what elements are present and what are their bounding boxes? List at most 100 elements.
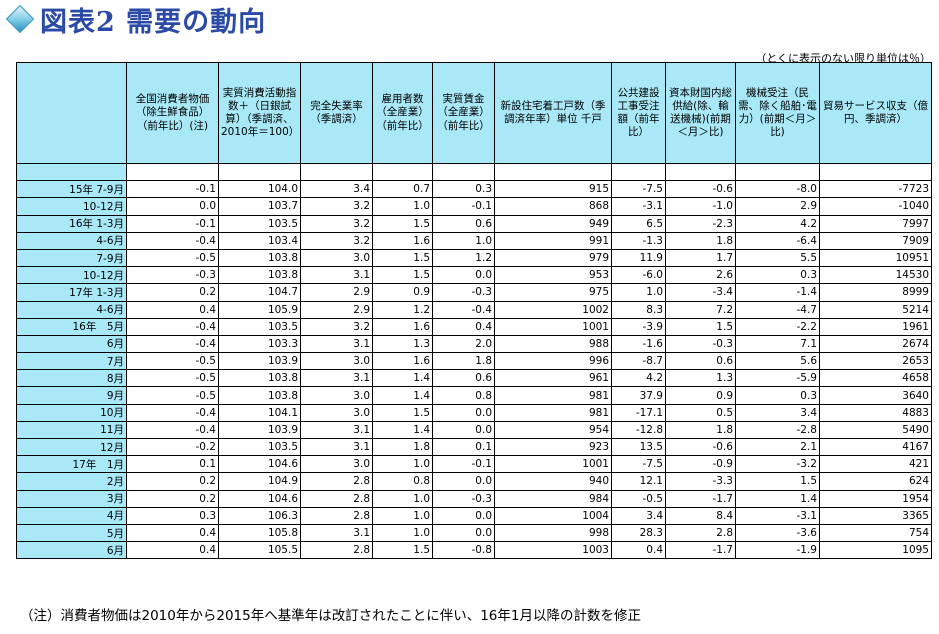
value-cell: 0.8 [432,386,495,405]
row-label: 9月 [16,386,127,405]
value-cell: 949 [494,214,612,233]
spacer-cell [494,162,612,182]
value-cell: 104.6 [218,489,301,508]
value-cell: 1.4 [372,420,433,440]
spacer-cell [611,162,666,182]
value-cell: 7997 [819,214,932,233]
value-cell: 2.8 [300,541,373,560]
value-cell: 0.2 [126,283,219,302]
value-cell: 953 [494,266,612,285]
value-cell: -1.0 [665,197,736,216]
column-header: 実質消費活動指数＋（日銀試算）（季調済、2010年＝100） [218,62,301,164]
diamond-bullet-icon [5,4,35,34]
value-cell: -7723 [819,180,932,199]
value-cell: -0.1 [432,197,495,216]
value-cell: -0.5 [126,386,219,405]
spacer-cell [16,162,127,182]
value-cell: -1.4 [735,283,820,302]
value-cell: 5.5 [735,248,820,268]
value-cell: 0.0 [432,266,495,285]
value-cell: 0.0 [432,472,495,491]
table-row: 9月 -0.5 103.8 3.0 1.4 0.8 981 37.9 0.9 0.3 3640 [16,386,932,405]
row-label: 8月 [16,369,127,388]
value-cell: 0.0 [432,506,495,525]
table-row: 10-12月 0.0 103.7 3.2 1.0 -0.1 868 -3.1 -1.0 2.9 -1… [16,197,932,216]
value-cell: 868 [494,197,612,216]
value-cell: -0.5 [126,369,219,388]
value-cell: 1.8 [665,231,736,250]
value-cell: 1.4 [372,369,433,388]
table-row: 8月 -0.5 103.8 3.1 1.4 0.6 961 4.2 1.3 -5.9 4658 [16,369,932,388]
column-header: 実質賃金（全産業）（前年比） [432,62,495,164]
spacer-cell [372,162,433,182]
value-cell: -4.7 [735,300,820,319]
value-cell: -0.1 [126,214,219,233]
value-cell: 103.3 [218,334,301,354]
value-cell: 8999 [819,283,932,302]
value-cell: 3.1 [300,369,373,388]
row-label: 5月 [16,523,127,543]
value-cell: 984 [494,489,612,508]
value-cell: -0.2 [126,437,219,457]
value-cell: 981 [494,386,612,405]
value-cell: 979 [494,248,612,268]
row-label: 16年 1-3月 [16,214,127,233]
value-cell: -0.3 [665,334,736,354]
value-cell: 961 [494,369,612,388]
value-cell: -0.4 [432,300,495,319]
row-label: 2月 [16,472,127,491]
value-cell: 2.0 [432,334,495,354]
value-cell: 2.9 [300,283,373,302]
value-cell: 1.6 [372,231,433,250]
row-label: 6月 [16,334,127,354]
value-cell: 0.4 [611,541,666,560]
value-cell: -0.6 [665,180,736,199]
value-cell: 5490 [819,420,932,440]
value-cell: 2.8 [300,506,373,525]
value-cell: -3.4 [665,283,736,302]
value-cell: 103.4 [218,231,301,250]
value-cell: 998 [494,523,612,543]
value-cell: 421 [819,455,932,474]
value-cell: 0.5 [665,403,736,422]
value-cell: 0.0 [432,420,495,440]
value-cell: 3.1 [300,523,373,543]
value-cell: 954 [494,420,612,440]
value-cell: 5.6 [735,352,820,371]
value-cell: -12.8 [611,420,666,440]
value-cell: 103.8 [218,266,301,285]
row-label: 7月 [16,352,127,371]
value-cell: 6.5 [611,214,666,233]
value-cell: 2.9 [300,300,373,319]
demand-table: 全国消費者物価（除生鮮食品）（前年比）(注) 実質消費活動指数＋（日銀試算）（季調… [16,62,932,560]
value-cell: 1.5 [665,317,736,336]
table-row: 10-12月 -0.3 103.8 3.1 1.5 0.0 953 -6.0 2.6 0.3 145… [16,266,932,285]
value-cell: 14530 [819,266,932,285]
value-cell: -7.5 [611,180,666,199]
value-cell: -0.5 [126,248,219,268]
value-cell: 10951 [819,248,932,268]
spacer-row [16,162,932,182]
row-label: 17年 1-3月 [16,283,127,302]
value-cell: 1.8 [372,437,433,457]
value-cell: -8.0 [735,180,820,199]
value-cell: 2.9 [735,197,820,216]
value-cell: -0.4 [126,403,219,422]
row-label: 4-6月 [16,231,127,250]
table-row: 16年 1-3月 -0.1 103.5 3.2 1.5 0.6 949 6.5 -2.3 4.2 7… [16,214,932,233]
unit-note: （とくに表示のない限り単位は％） [755,52,931,65]
value-cell: -5.9 [735,369,820,388]
value-cell: 3.2 [300,317,373,336]
value-cell: 3.1 [300,266,373,285]
value-cell: 975 [494,283,612,302]
value-cell: 940 [494,472,612,491]
value-cell: 915 [494,180,612,199]
value-cell: 1.5 [372,214,433,233]
table-row: 3月 0.2 104.6 2.8 1.0 -0.3 984 -0.5 -1.7 1.4 1954 [16,489,932,508]
table-row: 17年 1月 0.1 104.6 3.0 1.0 -0.1 1001 -7.5 -0.9 -3.2… [16,455,932,474]
value-cell: 37.9 [611,386,666,405]
value-cell: 0.4 [126,523,219,543]
value-cell: 3.0 [300,386,373,405]
value-cell: 0.1 [126,455,219,474]
value-cell: 1.0 [372,506,433,525]
